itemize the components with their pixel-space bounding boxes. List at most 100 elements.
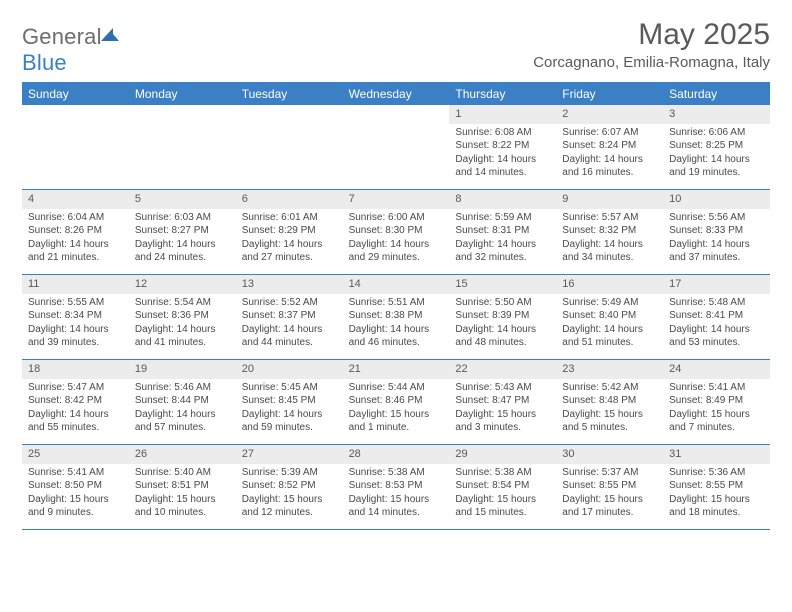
sunset-text: Sunset: 8:24 PM — [562, 139, 657, 153]
calendar-page: GeneralBlue May 2025 Corcagnano, Emilia-… — [0, 0, 792, 540]
calendar-day-cell: 1Sunrise: 6:08 AMSunset: 8:22 PMDaylight… — [449, 105, 556, 189]
calendar-week-row: 18Sunrise: 5:47 AMSunset: 8:42 PMDayligh… — [22, 360, 770, 445]
day-number: 13 — [236, 275, 343, 294]
sunrise-text: Sunrise: 5:55 AM — [28, 296, 123, 310]
day-details: Sunrise: 5:36 AMSunset: 8:55 PMDaylight:… — [663, 464, 770, 524]
weekday-header: Sunday — [22, 84, 129, 105]
daylight-text: Daylight: 15 hours and 9 minutes. — [28, 493, 123, 520]
day-details: Sunrise: 5:52 AMSunset: 8:37 PMDaylight:… — [236, 294, 343, 354]
sunrise-text: Sunrise: 5:57 AM — [562, 211, 657, 225]
sunset-text: Sunset: 8:41 PM — [669, 309, 764, 323]
day-details: Sunrise: 5:46 AMSunset: 8:44 PMDaylight:… — [129, 379, 236, 439]
calendar-day-cell: 30Sunrise: 5:37 AMSunset: 8:55 PMDayligh… — [556, 445, 663, 529]
day-details: Sunrise: 6:00 AMSunset: 8:30 PMDaylight:… — [343, 209, 450, 269]
weekday-header: Friday — [556, 84, 663, 105]
calendar-day-cell: 12Sunrise: 5:54 AMSunset: 8:36 PMDayligh… — [129, 275, 236, 359]
calendar-day-cell: 13Sunrise: 5:52 AMSunset: 8:37 PMDayligh… — [236, 275, 343, 359]
day-details: Sunrise: 5:41 AMSunset: 8:49 PMDaylight:… — [663, 379, 770, 439]
sunrise-text: Sunrise: 5:38 AM — [455, 466, 550, 480]
sunrise-text: Sunrise: 5:42 AM — [562, 381, 657, 395]
calendar-day-cell: 8Sunrise: 5:59 AMSunset: 8:31 PMDaylight… — [449, 190, 556, 274]
calendar-grid: Sunday Monday Tuesday Wednesday Thursday… — [22, 82, 770, 530]
sunrise-text: Sunrise: 5:51 AM — [349, 296, 444, 310]
day-number: 9 — [556, 190, 663, 209]
sunrise-text: Sunrise: 6:03 AM — [135, 211, 230, 225]
sunrise-text: Sunrise: 6:00 AM — [349, 211, 444, 225]
calendar-day-cell: 31Sunrise: 5:36 AMSunset: 8:55 PMDayligh… — [663, 445, 770, 529]
location-subtitle: Corcagnano, Emilia-Romagna, Italy — [533, 54, 770, 71]
day-number: 6 — [236, 190, 343, 209]
day-number: 16 — [556, 275, 663, 294]
calendar-day-cell: 2Sunrise: 6:07 AMSunset: 8:24 PMDaylight… — [556, 105, 663, 189]
sunset-text: Sunset: 8:30 PM — [349, 224, 444, 238]
calendar-day-cell: 21Sunrise: 5:44 AMSunset: 8:46 PMDayligh… — [343, 360, 450, 444]
calendar-day-cell: 4Sunrise: 6:04 AMSunset: 8:26 PMDaylight… — [22, 190, 129, 274]
sunrise-text: Sunrise: 6:07 AM — [562, 126, 657, 140]
day-number: 7 — [343, 190, 450, 209]
daylight-text: Daylight: 15 hours and 1 minute. — [349, 408, 444, 435]
day-details: Sunrise: 5:44 AMSunset: 8:46 PMDaylight:… — [343, 379, 450, 439]
sunrise-text: Sunrise: 5:54 AM — [135, 296, 230, 310]
day-details: Sunrise: 5:37 AMSunset: 8:55 PMDaylight:… — [556, 464, 663, 524]
sunset-text: Sunset: 8:26 PM — [28, 224, 123, 238]
calendar-day-cell: 29Sunrise: 5:38 AMSunset: 8:54 PMDayligh… — [449, 445, 556, 529]
sunrise-text: Sunrise: 5:45 AM — [242, 381, 337, 395]
sunset-text: Sunset: 8:49 PM — [669, 394, 764, 408]
day-details: Sunrise: 5:38 AMSunset: 8:53 PMDaylight:… — [343, 464, 450, 524]
sunset-text: Sunset: 8:34 PM — [28, 309, 123, 323]
day-number: 19 — [129, 360, 236, 379]
sunset-text: Sunset: 8:39 PM — [455, 309, 550, 323]
day-details: Sunrise: 6:01 AMSunset: 8:29 PMDaylight:… — [236, 209, 343, 269]
daylight-text: Daylight: 14 hours and 24 minutes. — [135, 238, 230, 265]
sunset-text: Sunset: 8:55 PM — [562, 479, 657, 493]
sunrise-text: Sunrise: 5:37 AM — [562, 466, 657, 480]
daylight-text: Daylight: 14 hours and 41 minutes. — [135, 323, 230, 350]
day-number: 3 — [663, 105, 770, 124]
sunrise-text: Sunrise: 6:01 AM — [242, 211, 337, 225]
sunset-text: Sunset: 8:55 PM — [669, 479, 764, 493]
calendar-week-row: 1Sunrise: 6:08 AMSunset: 8:22 PMDaylight… — [22, 105, 770, 190]
daylight-text: Daylight: 14 hours and 21 minutes. — [28, 238, 123, 265]
brand-text: GeneralBlue — [22, 24, 120, 76]
sunset-text: Sunset: 8:52 PM — [242, 479, 337, 493]
day-number: 31 — [663, 445, 770, 464]
day-number: 14 — [343, 275, 450, 294]
daylight-text: Daylight: 14 hours and 55 minutes. — [28, 408, 123, 435]
daylight-text: Daylight: 15 hours and 12 minutes. — [242, 493, 337, 520]
daylight-text: Daylight: 14 hours and 37 minutes. — [669, 238, 764, 265]
daylight-text: Daylight: 14 hours and 19 minutes. — [669, 153, 764, 180]
day-number: 15 — [449, 275, 556, 294]
weekday-header: Wednesday — [343, 84, 450, 105]
daylight-text: Daylight: 15 hours and 14 minutes. — [349, 493, 444, 520]
day-details: Sunrise: 5:48 AMSunset: 8:41 PMDaylight:… — [663, 294, 770, 354]
calendar-day-cell: 9Sunrise: 5:57 AMSunset: 8:32 PMDaylight… — [556, 190, 663, 274]
brand-logo: GeneralBlue — [22, 18, 120, 76]
day-number: 21 — [343, 360, 450, 379]
weekday-header: Monday — [129, 84, 236, 105]
daylight-text: Daylight: 14 hours and 34 minutes. — [562, 238, 657, 265]
day-details: Sunrise: 6:06 AMSunset: 8:25 PMDaylight:… — [663, 124, 770, 184]
sunset-text: Sunset: 8:22 PM — [455, 139, 550, 153]
daylight-text: Daylight: 15 hours and 5 minutes. — [562, 408, 657, 435]
sunrise-text: Sunrise: 6:04 AM — [28, 211, 123, 225]
sunrise-text: Sunrise: 5:41 AM — [669, 381, 764, 395]
day-details: Sunrise: 5:41 AMSunset: 8:50 PMDaylight:… — [22, 464, 129, 524]
calendar-day-cell: 19Sunrise: 5:46 AMSunset: 8:44 PMDayligh… — [129, 360, 236, 444]
day-number: 20 — [236, 360, 343, 379]
calendar-day-cell: 5Sunrise: 6:03 AMSunset: 8:27 PMDaylight… — [129, 190, 236, 274]
day-details: Sunrise: 5:39 AMSunset: 8:52 PMDaylight:… — [236, 464, 343, 524]
sunrise-text: Sunrise: 5:38 AM — [349, 466, 444, 480]
sunset-text: Sunset: 8:50 PM — [28, 479, 123, 493]
calendar-week-row: 4Sunrise: 6:04 AMSunset: 8:26 PMDaylight… — [22, 190, 770, 275]
calendar-day-cell: 28Sunrise: 5:38 AMSunset: 8:53 PMDayligh… — [343, 445, 450, 529]
title-block: May 2025 Corcagnano, Emilia-Romagna, Ita… — [533, 18, 770, 71]
day-details: Sunrise: 6:07 AMSunset: 8:24 PMDaylight:… — [556, 124, 663, 184]
brand-sail-icon — [100, 24, 120, 49]
sunset-text: Sunset: 8:53 PM — [349, 479, 444, 493]
sunset-text: Sunset: 8:36 PM — [135, 309, 230, 323]
day-details: Sunrise: 5:47 AMSunset: 8:42 PMDaylight:… — [22, 379, 129, 439]
calendar-day-cell: 11Sunrise: 5:55 AMSunset: 8:34 PMDayligh… — [22, 275, 129, 359]
day-details: Sunrise: 5:59 AMSunset: 8:31 PMDaylight:… — [449, 209, 556, 269]
sunrise-text: Sunrise: 5:52 AM — [242, 296, 337, 310]
calendar-day-cell — [236, 105, 343, 189]
